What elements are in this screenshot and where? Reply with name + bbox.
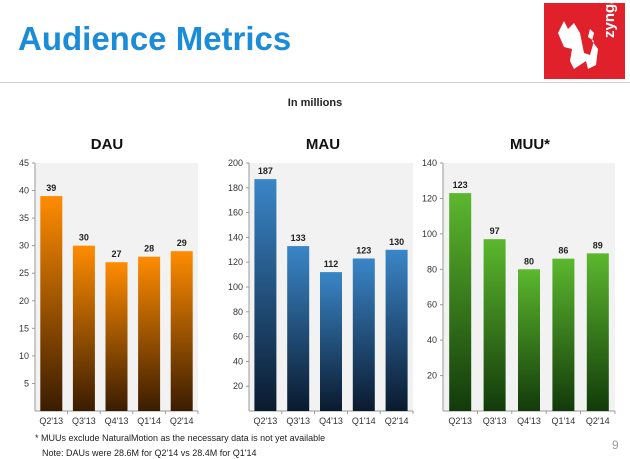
y-tick-label: 20 bbox=[19, 296, 29, 306]
bar bbox=[552, 258, 575, 411]
y-tick-label: 45 bbox=[19, 158, 29, 168]
y-tick-label: 5 bbox=[24, 378, 29, 388]
page-title: Audience Metrics bbox=[18, 20, 292, 57]
data-label: 80 bbox=[524, 256, 534, 266]
mau-chart-title: MAU bbox=[305, 136, 341, 153]
y-tick-label: 10 bbox=[19, 351, 29, 361]
bar bbox=[138, 256, 161, 411]
data-label: 130 bbox=[389, 237, 404, 247]
y-tick-label: 120 bbox=[422, 193, 437, 203]
x-tick-label: Q2'14 bbox=[170, 416, 194, 426]
bar bbox=[449, 193, 472, 411]
y-tick-label: 200 bbox=[228, 158, 243, 168]
bar bbox=[254, 179, 277, 411]
x-tick-label: Q2'13 bbox=[448, 416, 472, 426]
bar bbox=[320, 272, 342, 411]
x-tick-label: Q4'13 bbox=[319, 416, 343, 426]
x-tick-label: Q1'14 bbox=[352, 416, 376, 426]
data-label: 187 bbox=[258, 166, 273, 176]
x-tick-label: Q3'13 bbox=[286, 416, 310, 426]
data-label: 30 bbox=[79, 233, 89, 243]
x-tick-label: Q2'14 bbox=[586, 416, 610, 426]
y-tick-label: 40 bbox=[19, 186, 29, 196]
x-tick-label: Q3'13 bbox=[72, 416, 96, 426]
dau-chart: 5 10 15 20 25 30 35 40 45 39 Q2'13 30 Q3'13 27 Q4'13 28… bbox=[19, 158, 199, 426]
y-tick-label: 100 bbox=[228, 282, 243, 292]
y-tick-label: 120 bbox=[228, 257, 243, 267]
data-label: 133 bbox=[291, 233, 306, 243]
muu-chart: 20 40 60 80 100 120 140 123 Q2'13 97 Q3'13 80 Q4'13 8… bbox=[422, 158, 616, 426]
y-tick-label: 15 bbox=[19, 323, 29, 333]
y-tick-label: 160 bbox=[228, 208, 243, 218]
y-tick-label: 80 bbox=[233, 307, 243, 317]
data-label: 123 bbox=[356, 245, 371, 255]
x-tick-label: Q4'13 bbox=[517, 416, 541, 426]
bar bbox=[72, 245, 95, 411]
x-tick-label: Q1'14 bbox=[552, 416, 576, 426]
y-tick-label: 180 bbox=[228, 183, 243, 193]
y-tick-label: 60 bbox=[427, 300, 437, 310]
data-label: 28 bbox=[144, 244, 154, 254]
bar bbox=[586, 253, 609, 411]
data-label: 112 bbox=[324, 259, 339, 269]
data-label: 39 bbox=[46, 183, 56, 193]
y-tick-label: 40 bbox=[427, 335, 437, 345]
footnote: * MUUs exclude NaturalMotion as the nece… bbox=[35, 433, 326, 443]
dog-icon bbox=[558, 21, 598, 69]
y-tick-label: 100 bbox=[422, 229, 437, 239]
data-label: 123 bbox=[453, 180, 468, 190]
x-tick-label: Q2'14 bbox=[385, 416, 409, 426]
data-label: 97 bbox=[490, 226, 500, 236]
y-tick-label: 140 bbox=[422, 158, 437, 168]
y-tick-label: 30 bbox=[19, 241, 29, 251]
x-tick-label: Q1'14 bbox=[137, 416, 161, 426]
data-label: 89 bbox=[593, 240, 603, 250]
y-tick-label: 80 bbox=[427, 264, 437, 274]
bar bbox=[40, 196, 63, 411]
bar bbox=[105, 262, 128, 411]
y-tick-label: 140 bbox=[228, 232, 243, 242]
bar bbox=[287, 246, 310, 411]
y-tick-label: 40 bbox=[233, 356, 243, 366]
bar bbox=[352, 258, 375, 411]
x-tick-label: Q2'13 bbox=[39, 416, 63, 426]
logo-text: zynga bbox=[601, 0, 618, 38]
mau-chart: 20 40 60 80 100 120 140 160 180 200 187 Q2'13 133 Q3'… bbox=[228, 158, 414, 426]
y-tick-label: 60 bbox=[233, 332, 243, 342]
y-tick-label: 20 bbox=[427, 371, 437, 381]
bar bbox=[518, 269, 540, 411]
units-subtitle: In millions bbox=[287, 97, 343, 109]
data-label: 29 bbox=[177, 238, 187, 248]
header-divider bbox=[0, 82, 630, 83]
zynga-logo bbox=[544, 3, 625, 79]
x-tick-label: Q2'13 bbox=[254, 416, 278, 426]
y-tick-label: 25 bbox=[19, 268, 29, 278]
data-label: 27 bbox=[111, 249, 121, 259]
note: Note: DAUs were 28.6M for Q2'14 vs 28.4M… bbox=[42, 448, 257, 458]
dau-chart-title: DAU bbox=[90, 136, 124, 153]
y-tick-label: 35 bbox=[19, 213, 29, 223]
data-label: 86 bbox=[558, 246, 568, 256]
bar bbox=[483, 239, 506, 411]
x-tick-label: Q4'13 bbox=[105, 416, 129, 426]
x-tick-label: Q3'13 bbox=[483, 416, 507, 426]
muu-chart-title: MUU* bbox=[510, 136, 550, 153]
bar bbox=[170, 251, 193, 411]
bar bbox=[385, 249, 408, 411]
page-number: 9 bbox=[612, 438, 619, 452]
y-tick-label: 20 bbox=[233, 381, 243, 391]
